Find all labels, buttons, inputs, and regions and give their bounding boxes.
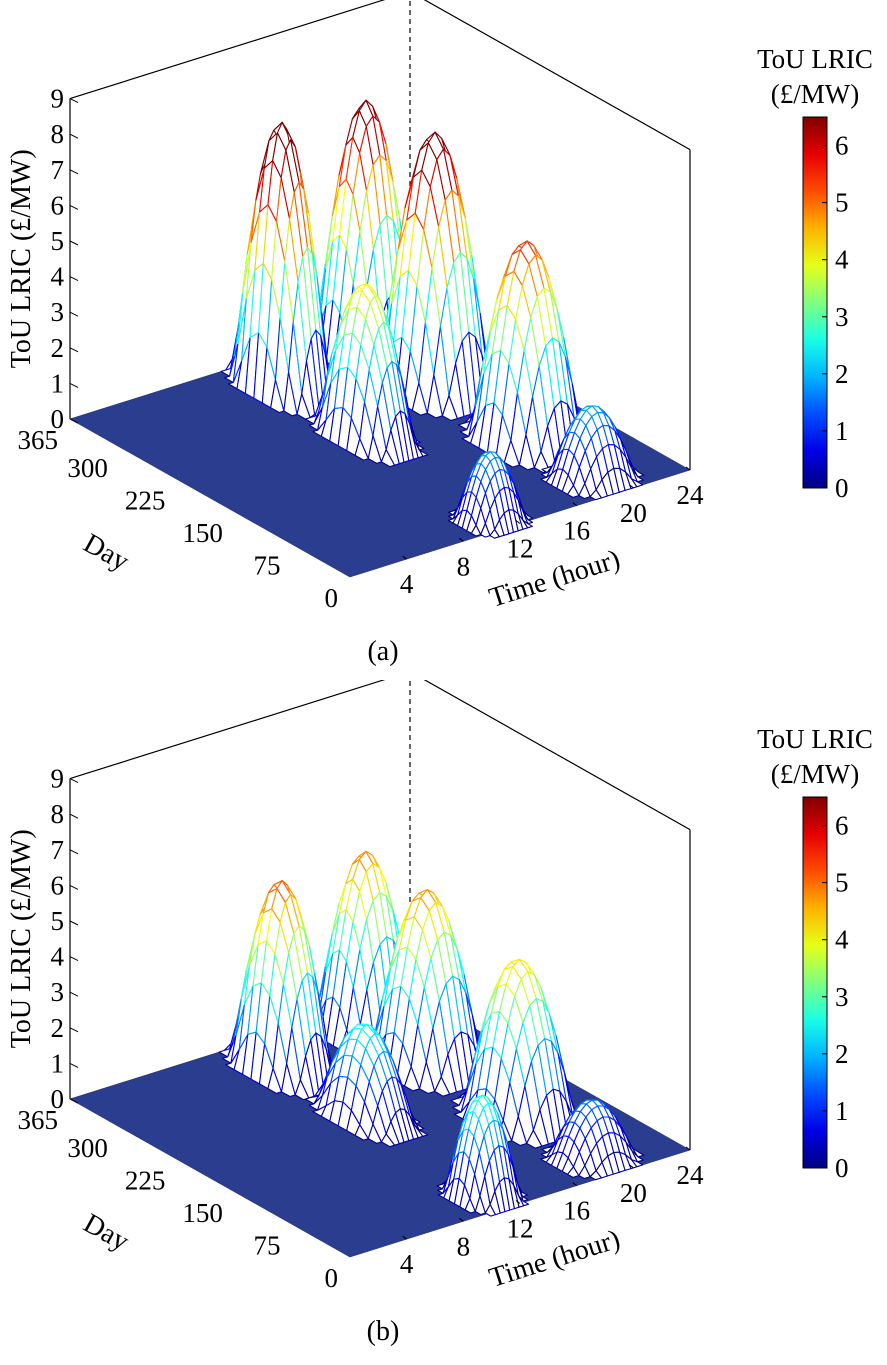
z-tick-mark (70, 779, 78, 783)
y-tick-label-225: 225 (125, 1166, 166, 1196)
z-tick-mark (70, 814, 78, 818)
z-tick-label-6: 6 (51, 190, 65, 220)
z-tick-mark (70, 383, 78, 387)
colorbar-title-line1: ToU LRIC (757, 44, 873, 74)
z-axis-title: ToU LRIC (£/MW) (6, 829, 37, 1048)
colorbar-tick-label-3: 3 (835, 982, 849, 1012)
y-tick-label-300: 300 (67, 453, 108, 483)
z-tick-label-2: 2 (51, 333, 65, 363)
colorbar-tick-label-6: 6 (835, 811, 849, 841)
x-tick-label-8: 8 (457, 1231, 471, 1261)
colorbar-tick-label-2: 2 (835, 1039, 849, 1069)
z-tick-mark (70, 241, 78, 245)
x-tick-label-12: 12 (507, 534, 534, 564)
z-tick-mark (70, 921, 78, 925)
colorbar-tick-label-0: 0 (835, 473, 849, 503)
y-tick-label-75: 75 (253, 551, 280, 581)
x-tick-label-4: 4 (400, 1249, 414, 1279)
y-tick-label-0: 0 (325, 583, 339, 613)
z-tick-label-1: 1 (51, 368, 65, 398)
colorbar-tick-label-0: 0 (835, 1153, 849, 1183)
z-tick-label-9: 9 (51, 764, 65, 794)
x-tick-label-4: 4 (400, 569, 414, 599)
y-tick-label-75: 75 (253, 1231, 280, 1261)
box-top-edge-back (70, 680, 410, 779)
y-tick-label-365: 365 (18, 425, 59, 455)
x-tick-label-24: 24 (677, 480, 705, 510)
colorbar-tick-label-4: 4 (835, 925, 849, 955)
x-tick-label-16: 16 (563, 1196, 590, 1226)
colorbar-tick-label-4: 4 (835, 245, 849, 275)
z-tick-label-8: 8 (51, 799, 65, 829)
y-tick-label-365: 365 (18, 1105, 59, 1135)
z-tick-label-4: 4 (51, 262, 65, 292)
x-tick-label-20: 20 (620, 1178, 647, 1208)
z-tick-label-8: 8 (51, 119, 65, 149)
z-tick-mark (70, 134, 78, 138)
colorbar-title-line1: ToU LRIC (757, 724, 873, 754)
z-tick-mark (70, 850, 78, 854)
z-tick-mark (70, 992, 78, 996)
colorbar-gradient (803, 797, 827, 1168)
y-tick-label-225: 225 (125, 486, 166, 516)
colorbar-tick-label-5: 5 (835, 868, 849, 898)
box-top-edge-back (70, 0, 410, 99)
y-tick-label-150: 150 (182, 1198, 223, 1228)
z-tick-mark (70, 1028, 78, 1032)
z-tick-mark (70, 312, 78, 316)
panel-label: (a) (367, 636, 398, 667)
z-tick-label-3: 3 (51, 297, 65, 327)
z-tick-mark (70, 205, 78, 209)
colorbar: ToU LRIC (£/MW) 0 1 2 3 4 5 6 (757, 724, 873, 1183)
x-tick-label-24: 24 (677, 1160, 705, 1190)
y-tick-label-300: 300 (67, 1133, 108, 1163)
colorbar-title-line2: (£/MW) (771, 759, 859, 789)
x-tick-label-8: 8 (457, 551, 471, 581)
colorbar-tick-label-5: 5 (835, 188, 849, 218)
z-tick-label-6: 6 (51, 870, 65, 900)
x-tick-label-20: 20 (620, 498, 647, 528)
x-tick-label-12: 12 (507, 1214, 534, 1244)
z-axis-title: ToU LRIC (£/MW) (6, 149, 37, 368)
z-tick-label-4: 4 (51, 942, 65, 972)
y-tick-label-0: 0 (325, 1263, 339, 1293)
z-tick-mark (70, 348, 78, 352)
colorbar-tick-label-6: 6 (835, 131, 849, 161)
x-tick-label-16: 16 (563, 516, 590, 546)
z-tick-label-3: 3 (51, 977, 65, 1007)
z-tick-mark (70, 277, 78, 281)
z-tick-label-9: 9 (51, 84, 65, 114)
panel-label: (b) (367, 1316, 400, 1347)
z-tick-mark (70, 885, 78, 889)
colorbar-tick-label-2: 2 (835, 359, 849, 389)
z-tick-label-7: 7 (51, 155, 65, 185)
colorbar-gradient (803, 117, 827, 488)
colorbar: ToU LRIC (£/MW) 0 1 2 3 4 5 6 (757, 44, 873, 503)
y-axis-title: Day (78, 1208, 134, 1258)
colorbar-tick-label-1: 1 (835, 1096, 849, 1126)
z-tick-label-5: 5 (51, 906, 65, 936)
z-tick-mark (70, 170, 78, 174)
z-tick-mark (70, 957, 78, 961)
colorbar-tick-label-3: 3 (835, 302, 849, 332)
z-tick-mark (70, 99, 78, 103)
z-tick-mark (70, 1063, 78, 1067)
box-top-edge-right (410, 0, 690, 150)
z-tick-label-1: 1 (51, 1048, 65, 1078)
y-tick-label-150: 150 (182, 518, 223, 548)
z-tick-label-7: 7 (51, 835, 65, 865)
z-tick-label-5: 5 (51, 226, 65, 256)
colorbar-tick-label-1: 1 (835, 416, 849, 446)
box-top-edge-right (410, 680, 690, 830)
y-axis-title: Day (78, 528, 134, 578)
colorbar-title-line2: (£/MW) (771, 79, 859, 109)
z-tick-label-2: 2 (51, 1013, 65, 1043)
